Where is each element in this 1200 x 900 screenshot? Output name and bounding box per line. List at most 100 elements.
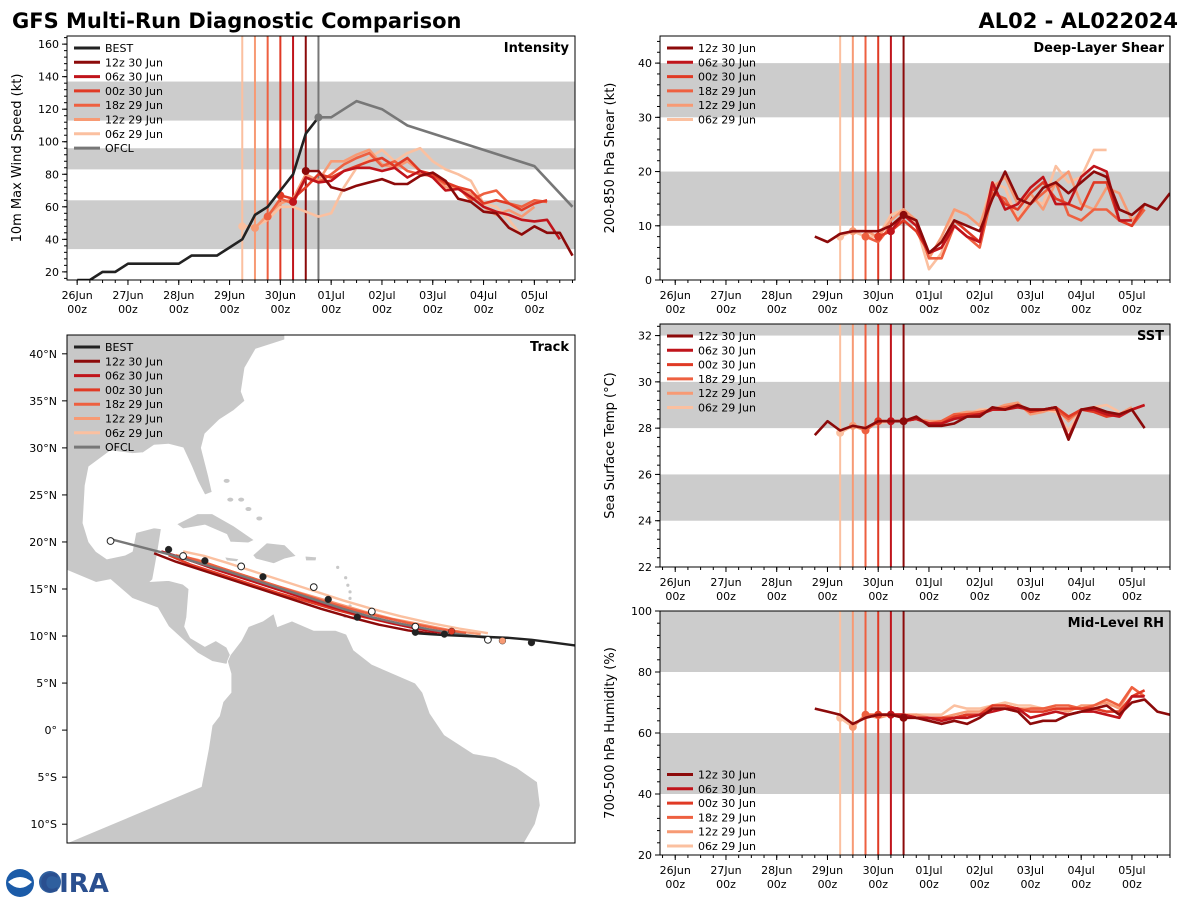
y-tick-label: 0: [645, 274, 652, 287]
track-position-marker: [165, 545, 173, 554]
legend-label: 12z 30 Jun: [698, 769, 756, 782]
x-tick-label-day: 30Jun: [863, 576, 894, 589]
x-tick-label-hour: 00z: [524, 303, 544, 316]
legend-label: 06z 29 Jun: [698, 114, 756, 127]
x-tick-label-day: 26Jun: [62, 289, 93, 302]
x-tick-label-day: 29Jun: [812, 576, 843, 589]
legend-label: 06z 30 Jun: [698, 783, 756, 796]
x-tick-label-hour: 00z: [716, 303, 736, 316]
legend-label: 12z 29 Jun: [105, 413, 163, 426]
panel-title-track: Track: [530, 340, 569, 355]
legend-label: 00z 30 Jun: [105, 384, 163, 397]
x-tick-label-hour: 00z: [474, 303, 494, 316]
legend-label: 06z 29 Jun: [698, 402, 756, 415]
lat-tick-label: 5°N: [36, 677, 57, 690]
lesser-antilles-island: [346, 583, 350, 587]
logo-text: CIRA: [40, 869, 109, 899]
bahamas-island: [227, 497, 234, 502]
x-tick-label-hour: 00z: [665, 878, 685, 891]
legend-label: 18z 29 Jun: [698, 85, 756, 98]
legend-label: 18z 29 Jun: [698, 373, 756, 386]
legend-label: 18z 29 Jun: [105, 99, 163, 112]
track-position-marker: [440, 630, 448, 638]
plot-area-intensity: [67, 36, 575, 280]
track-position-marker: [367, 607, 376, 616]
lat-tick-label: 0°: [45, 724, 58, 737]
hispaniola-land: [252, 542, 298, 565]
y-axis-label: Sea Surface Temp (°C): [603, 372, 618, 519]
series-line-12z-30-jun: [814, 698, 1170, 726]
x-tick-label-hour: 00z: [919, 303, 939, 316]
plot-area-rh: [660, 611, 1170, 855]
shaded-band: [660, 611, 1170, 672]
x-tick-label-day: 05Jul: [1118, 289, 1145, 302]
north-america-land: [67, 335, 286, 665]
track-position-marker: [179, 552, 188, 560]
axes-frame: [659, 35, 1171, 281]
y-tick-label: 20: [45, 266, 59, 279]
x-tick-label-hour: 00z: [970, 878, 990, 891]
x-tick-label-hour: 00z: [1021, 590, 1041, 603]
noaa-bird-icon: [8, 877, 32, 888]
track-line-06z-29-jun: [182, 550, 489, 635]
panel-track: 40°N 35°N 30°N 25°N 20°N 15°N 10°N 5°N 0° 5°S 10°S…: [29, 334, 576, 844]
lat-tick-label: 20°N: [29, 536, 57, 549]
track-position-marker: [484, 635, 492, 644]
series-marker: [848, 722, 857, 731]
series-line-ofcl: [318, 99, 574, 208]
shaded-band: [67, 148, 575, 170]
lat-tick-label: 10°N: [29, 630, 57, 643]
track-position-marker: [498, 637, 507, 645]
series-marker: [314, 113, 323, 122]
series-line-12z-30-jun: [305, 169, 574, 257]
y-tick-label: 40: [638, 788, 652, 801]
x-tick-label-hour: 00z: [818, 878, 838, 891]
x-tick-label-day: 04Jul: [1068, 576, 1095, 589]
panel-title-intensity: Intensity: [504, 41, 570, 56]
series-marker: [250, 223, 259, 232]
legend-label: BEST: [105, 42, 133, 55]
y-tick-label: 30: [638, 111, 652, 124]
legend-label: 12z 29 Jun: [698, 826, 756, 839]
legend-label: 06z 30 Jun: [105, 370, 163, 383]
legend-label: OFCL: [105, 441, 135, 454]
x-tick-label-day: 02Jul: [966, 864, 993, 877]
y-tick-label: 120: [38, 103, 59, 116]
legend-label: 12z 30 Jun: [698, 330, 756, 343]
legend-label: 12z 30 Jun: [698, 42, 756, 55]
panel-title-sst: SST: [1137, 329, 1164, 344]
track-position-marker: [448, 627, 456, 635]
track-position-marker: [201, 557, 209, 565]
track-line-best: [415, 632, 575, 647]
lesser-antilles-island: [344, 576, 348, 580]
lesser-antilles-island: [348, 596, 352, 601]
x-tick-label-day: 29Jun: [812, 289, 843, 302]
series-line-12z-30-jun: [814, 170, 1170, 255]
x-tick-label-hour: 00z: [767, 878, 787, 891]
track-line-12z-30-jun: [153, 552, 438, 636]
track-position-marker: [237, 562, 246, 571]
x-tick-label-day: 04Jul: [1068, 864, 1095, 877]
x-tick-label-day: 02Jul: [966, 576, 993, 589]
x-tick-label-hour: 00z: [67, 303, 87, 316]
y-tick-label: 20: [638, 166, 652, 179]
bahamas-island: [256, 516, 263, 521]
legend-label: 12z 30 Jun: [105, 355, 163, 368]
legend-label: 00z 30 Jun: [105, 85, 163, 98]
legend-label: 00z 30 Jun: [698, 71, 756, 84]
legend-label: OFCL: [105, 142, 135, 155]
legend-label: 00z 30 Jun: [698, 797, 756, 810]
lat-tick-label: 30°N: [29, 442, 57, 455]
track-position-marker: [259, 573, 267, 581]
lat-tick-label: 40°N: [29, 348, 57, 361]
bahamas-island: [223, 478, 230, 483]
legend-label: BEST: [105, 341, 133, 354]
track-line-ofcl: [110, 537, 489, 640]
x-tick-label-day: 28Jun: [761, 576, 792, 589]
x-tick-label-hour: 00z: [970, 590, 990, 603]
series-marker: [899, 713, 908, 722]
x-tick-label-hour: 00z: [1071, 303, 1091, 316]
x-tick-label-hour: 00z: [1122, 590, 1142, 603]
series-marker: [861, 232, 870, 241]
x-tick-label-day: 29Jun: [214, 289, 245, 302]
